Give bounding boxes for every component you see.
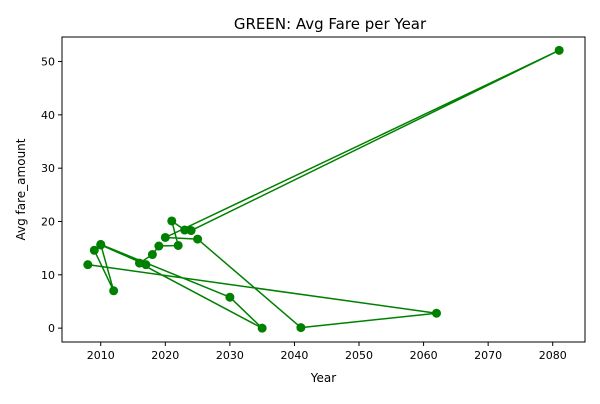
x-tick-label: 2040 <box>280 349 308 362</box>
y-tick-label: 0 <box>48 322 55 335</box>
data-point <box>257 323 267 333</box>
data-point <box>167 216 177 226</box>
x-tick-label: 2060 <box>410 349 438 362</box>
data-point <box>83 260 93 270</box>
y-tick-label: 30 <box>41 162 55 175</box>
data-point <box>173 240 183 250</box>
y-tick-label: 10 <box>41 269 55 282</box>
y-axis-ticks: 0 10 20 30 40 50 <box>41 56 62 335</box>
x-tick-label: 2070 <box>474 349 502 362</box>
x-tick-label: 2050 <box>345 349 373 362</box>
data-point <box>186 226 196 236</box>
data-point <box>160 232 170 242</box>
data-point <box>431 308 441 318</box>
x-tick-label: 2080 <box>539 349 567 362</box>
data-point <box>225 292 235 302</box>
x-tick-label: 2020 <box>151 349 179 362</box>
y-tick-label: 50 <box>41 56 55 69</box>
data-point <box>180 225 190 235</box>
x-axis-label: Year <box>310 371 336 385</box>
y-tick-label: 20 <box>41 215 55 228</box>
y-axis-label: Avg fare_amount <box>14 138 28 240</box>
data-point <box>96 240 106 250</box>
plot-frame <box>61 36 586 343</box>
data-point <box>554 45 564 55</box>
data-point <box>141 260 151 270</box>
y-tick-label: 40 <box>41 109 55 122</box>
plot-content <box>83 45 564 333</box>
data-point <box>147 250 157 260</box>
x-axis-ticks: 2010 2020 2030 2040 2050 2060 2070 2080 <box>87 342 567 362</box>
data-point <box>296 323 306 333</box>
data-point <box>89 245 99 255</box>
x-tick-label: 2030 <box>216 349 244 362</box>
series-line <box>87 49 560 329</box>
x-tick-label: 2010 <box>87 349 115 362</box>
data-point <box>154 241 164 251</box>
chart-title: GREEN: Avg Fare per Year <box>234 15 427 33</box>
data-point <box>193 234 203 244</box>
data-point <box>109 286 119 296</box>
